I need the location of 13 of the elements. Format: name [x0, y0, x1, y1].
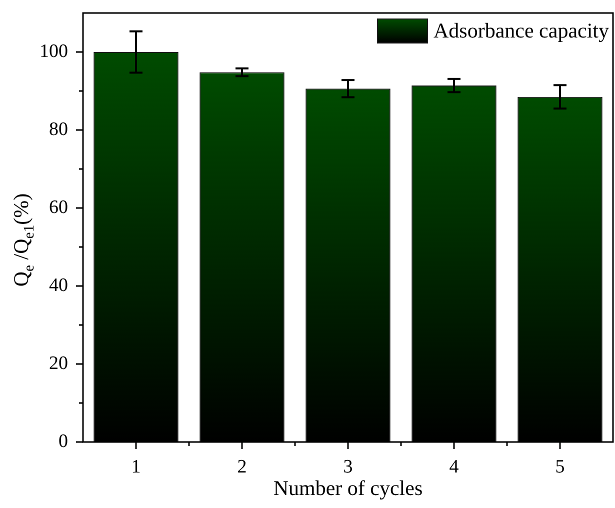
- y-tick-label: 80: [49, 118, 68, 140]
- x-axis-title: Number of cycles: [273, 476, 423, 500]
- y-tick-label: 60: [49, 196, 68, 218]
- x-tick-label: 4: [449, 456, 460, 478]
- y-tick-label: 100: [40, 40, 68, 62]
- legend-label: Adsorbance capacity: [434, 18, 610, 43]
- y-tick-label: 40: [49, 274, 68, 296]
- x-tick-label: 2: [237, 456, 247, 478]
- x-tick-label: 1: [131, 456, 141, 478]
- y-tick-label: 20: [49, 352, 68, 374]
- x-tick-label: 3: [343, 456, 353, 478]
- x-tick-label: 5: [555, 456, 565, 478]
- y-tick-label: 0: [58, 430, 68, 452]
